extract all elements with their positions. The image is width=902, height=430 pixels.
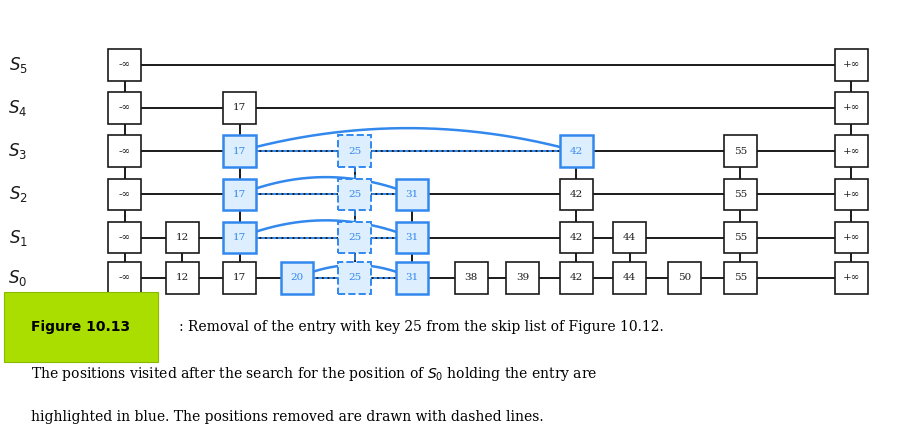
Text: +∞: +∞ [842, 233, 860, 242]
FancyBboxPatch shape [223, 262, 256, 294]
FancyBboxPatch shape [108, 178, 141, 210]
Text: $S_0$: $S_0$ [8, 268, 28, 288]
FancyBboxPatch shape [108, 222, 141, 253]
FancyBboxPatch shape [455, 262, 487, 294]
FancyBboxPatch shape [223, 135, 256, 167]
Text: 31: 31 [405, 233, 419, 242]
Text: 31: 31 [405, 190, 419, 199]
Text: 44: 44 [623, 273, 636, 283]
FancyBboxPatch shape [338, 178, 371, 210]
FancyBboxPatch shape [338, 222, 371, 253]
FancyBboxPatch shape [396, 262, 428, 294]
Text: 55: 55 [733, 147, 747, 156]
FancyBboxPatch shape [560, 222, 593, 253]
Text: $S_1$: $S_1$ [8, 227, 27, 248]
Text: 25: 25 [348, 273, 361, 283]
FancyBboxPatch shape [613, 222, 646, 253]
FancyBboxPatch shape [108, 92, 141, 124]
FancyBboxPatch shape [724, 178, 757, 210]
FancyBboxPatch shape [166, 222, 198, 253]
Text: 25: 25 [348, 233, 361, 242]
Text: -∞: -∞ [119, 273, 131, 283]
FancyBboxPatch shape [560, 178, 593, 210]
Text: $S_3$: $S_3$ [8, 141, 28, 161]
FancyBboxPatch shape [724, 262, 757, 294]
Text: 50: 50 [678, 273, 691, 283]
FancyBboxPatch shape [834, 92, 868, 124]
Text: The positions visited after the search for the position of $S_0$ holding the ent: The positions visited after the search f… [32, 365, 598, 383]
FancyBboxPatch shape [223, 92, 256, 124]
FancyBboxPatch shape [396, 178, 428, 210]
Text: 17: 17 [233, 190, 246, 199]
Text: +∞: +∞ [842, 273, 860, 283]
Text: $S_2$: $S_2$ [9, 184, 27, 204]
Text: +∞: +∞ [842, 60, 860, 69]
FancyBboxPatch shape [834, 135, 868, 167]
FancyBboxPatch shape [724, 222, 757, 253]
FancyBboxPatch shape [396, 222, 428, 253]
FancyBboxPatch shape [834, 262, 868, 294]
FancyBboxPatch shape [834, 49, 868, 80]
Text: 12: 12 [176, 273, 189, 283]
Text: 25: 25 [348, 147, 361, 156]
FancyBboxPatch shape [223, 178, 256, 210]
Text: 42: 42 [569, 273, 583, 283]
Text: -∞: -∞ [119, 147, 131, 156]
FancyBboxPatch shape [108, 49, 141, 80]
Text: 42: 42 [569, 190, 583, 199]
Text: 17: 17 [233, 233, 246, 242]
FancyBboxPatch shape [166, 262, 198, 294]
Text: 42: 42 [569, 233, 583, 242]
FancyBboxPatch shape [724, 135, 757, 167]
Text: Figure 10.13: Figure 10.13 [32, 320, 131, 334]
Text: +∞: +∞ [842, 147, 860, 156]
Text: 17: 17 [233, 147, 246, 156]
FancyBboxPatch shape [560, 262, 593, 294]
FancyBboxPatch shape [281, 262, 314, 294]
Text: 55: 55 [733, 190, 747, 199]
FancyBboxPatch shape [834, 222, 868, 253]
FancyBboxPatch shape [506, 262, 539, 294]
Text: 44: 44 [623, 233, 636, 242]
Text: 38: 38 [465, 273, 478, 283]
FancyBboxPatch shape [560, 135, 593, 167]
Text: 39: 39 [516, 273, 529, 283]
FancyBboxPatch shape [223, 222, 256, 253]
Text: : Removal of the entry with key 25 from the skip list of Figure 10.12.: : Removal of the entry with key 25 from … [179, 320, 663, 334]
Text: 31: 31 [405, 273, 419, 283]
Text: highlighted in blue. The positions removed are drawn with dashed lines.: highlighted in blue. The positions remov… [32, 410, 544, 424]
Text: 12: 12 [176, 233, 189, 242]
FancyBboxPatch shape [108, 135, 141, 167]
Text: 55: 55 [733, 233, 747, 242]
Text: -∞: -∞ [119, 104, 131, 113]
Text: -∞: -∞ [119, 233, 131, 242]
FancyBboxPatch shape [108, 262, 141, 294]
FancyBboxPatch shape [613, 262, 646, 294]
Text: $S_4$: $S_4$ [8, 98, 28, 118]
Text: 17: 17 [233, 273, 246, 283]
FancyBboxPatch shape [338, 262, 371, 294]
Text: -∞: -∞ [119, 190, 131, 199]
Text: +∞: +∞ [842, 190, 860, 199]
Text: 42: 42 [569, 147, 583, 156]
FancyBboxPatch shape [668, 262, 701, 294]
Text: 25: 25 [348, 190, 361, 199]
Text: -∞: -∞ [119, 60, 131, 69]
Text: +∞: +∞ [842, 104, 860, 113]
FancyBboxPatch shape [834, 178, 868, 210]
Text: 55: 55 [733, 273, 747, 283]
FancyBboxPatch shape [338, 135, 371, 167]
Text: 17: 17 [233, 104, 246, 113]
Text: $S_5$: $S_5$ [8, 55, 27, 75]
Text: 20: 20 [290, 273, 304, 283]
